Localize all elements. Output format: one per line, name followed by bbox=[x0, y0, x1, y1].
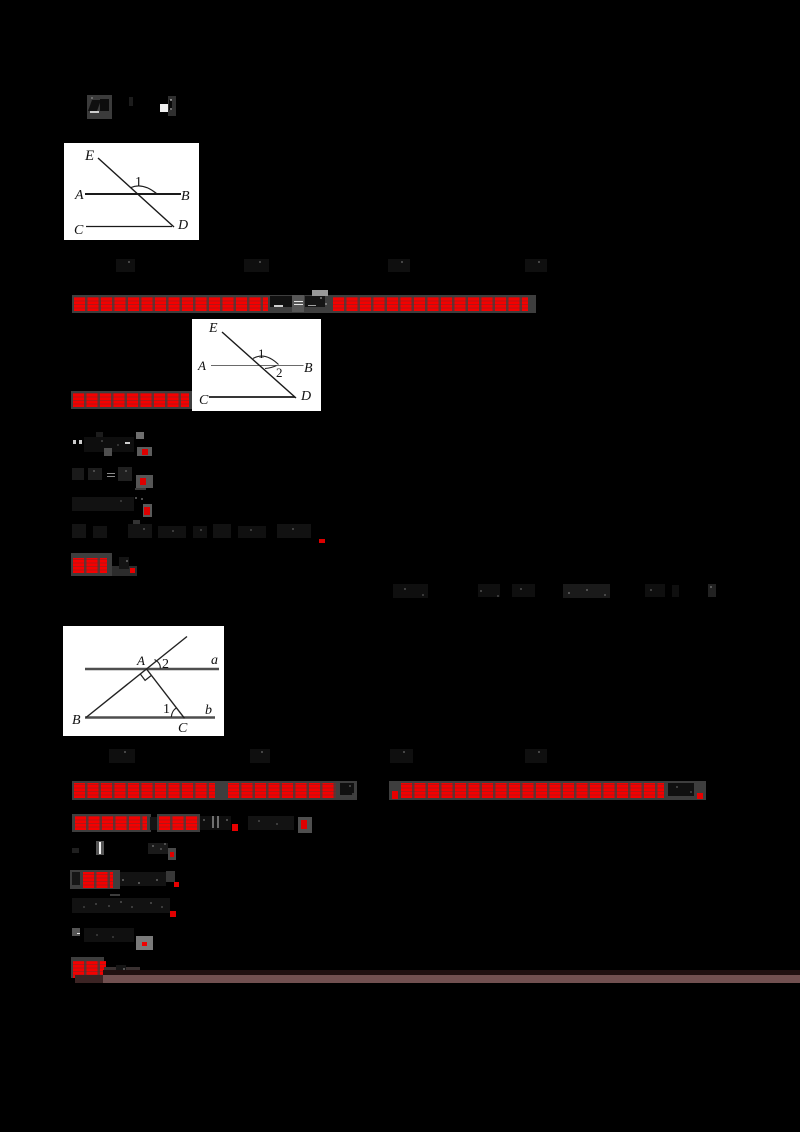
svg-text:1: 1 bbox=[135, 175, 142, 190]
svg-text:1: 1 bbox=[258, 346, 265, 361]
svg-text:A: A bbox=[197, 358, 206, 373]
svg-text:B: B bbox=[181, 189, 190, 204]
svg-text:B: B bbox=[72, 713, 81, 728]
svg-text:D: D bbox=[300, 389, 311, 404]
svg-text:C: C bbox=[178, 721, 188, 736]
svg-text:D: D bbox=[177, 218, 188, 233]
svg-text:b: b bbox=[205, 703, 212, 718]
svg-text:C: C bbox=[74, 223, 84, 238]
svg-text:a: a bbox=[211, 653, 218, 668]
svg-text:1: 1 bbox=[163, 702, 170, 717]
svg-text:A: A bbox=[136, 653, 145, 668]
svg-text:2: 2 bbox=[276, 365, 283, 380]
svg-text:A: A bbox=[74, 188, 84, 203]
svg-text:B: B bbox=[304, 361, 313, 376]
svg-text:E: E bbox=[84, 148, 94, 164]
svg-text:E: E bbox=[208, 321, 218, 336]
svg-text:2: 2 bbox=[162, 657, 169, 672]
svg-text:C: C bbox=[199, 393, 209, 408]
